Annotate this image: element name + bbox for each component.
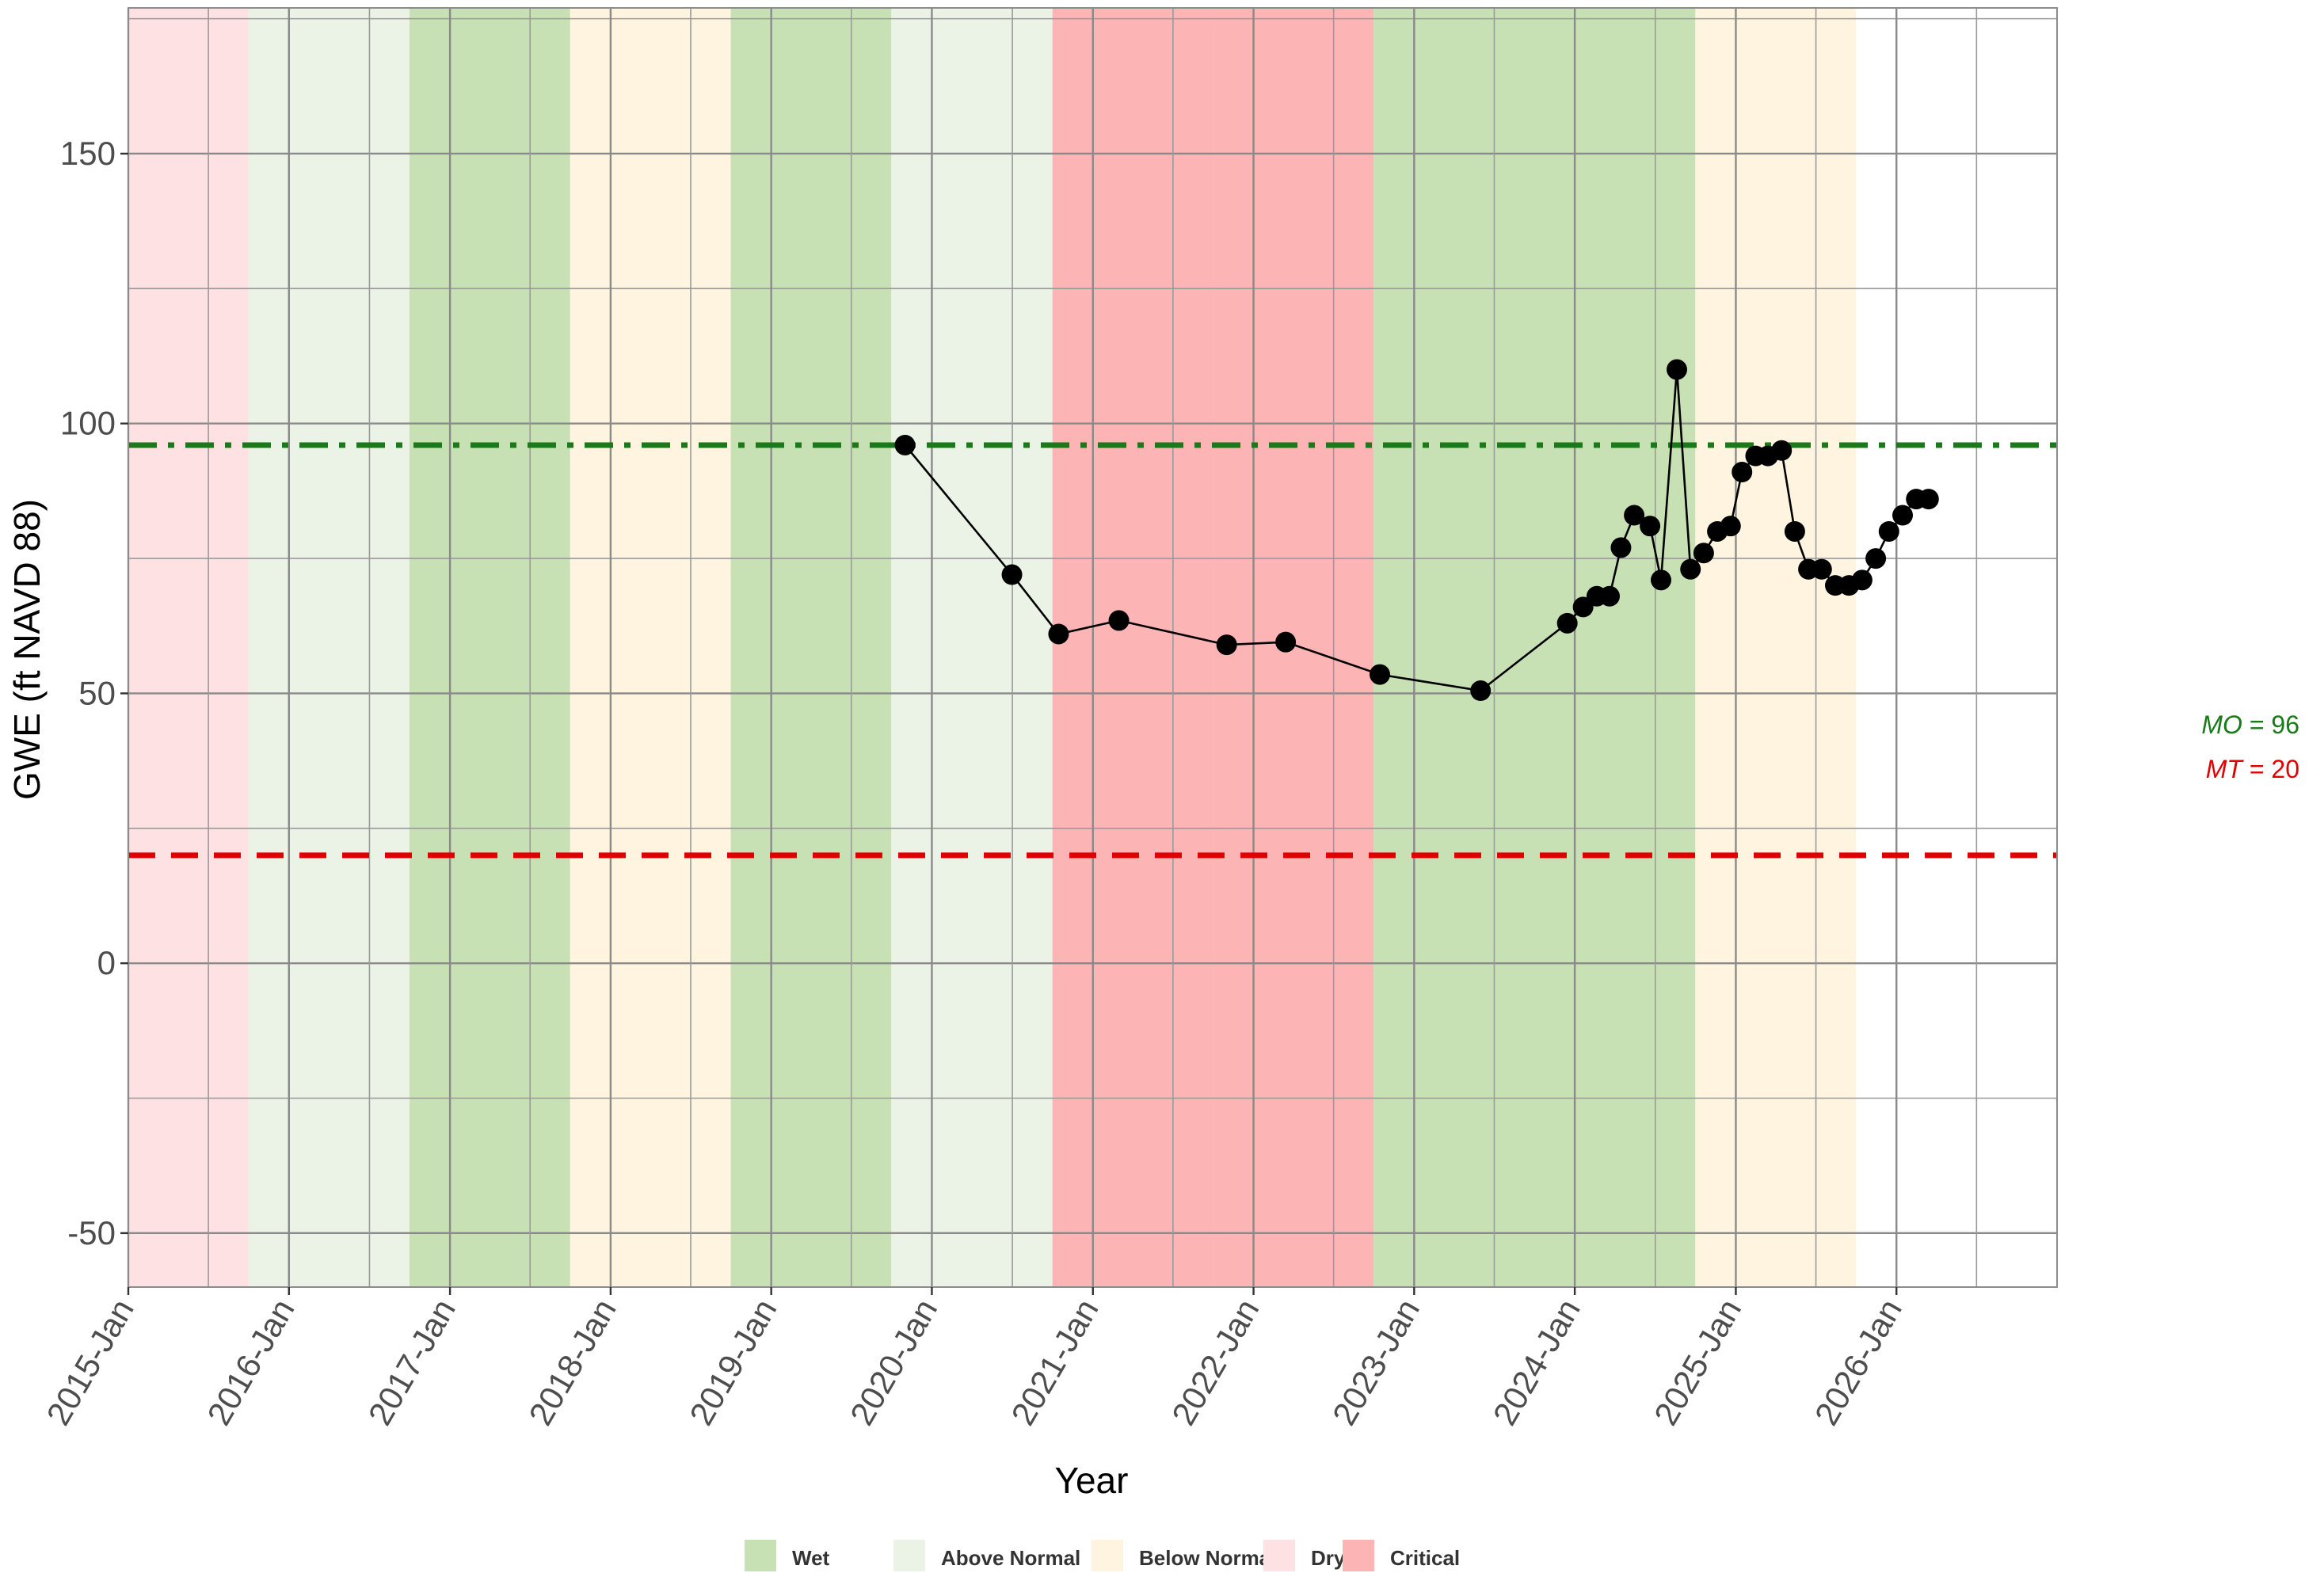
band-above-normal: [891, 8, 1053, 1287]
band-wet: [1373, 8, 1534, 1287]
legend-label: Critical: [1390, 1546, 1460, 1570]
data-point: [1865, 548, 1887, 569]
data-point: [1624, 505, 1645, 526]
data-point: [1108, 610, 1130, 631]
data-point: [1720, 516, 1741, 537]
legend-swatch: [893, 1540, 925, 1571]
mt-value: 20: [2271, 755, 2299, 783]
x-tick-label: 2025-Jan: [1647, 1293, 1748, 1431]
legend-item-wet: Wet: [745, 1540, 830, 1571]
x-tick-label: 2018-Jan: [521, 1293, 623, 1431]
data-point: [894, 434, 916, 455]
data-point: [1667, 359, 1687, 380]
data-point: [1470, 680, 1492, 702]
x-axis-ticks: 2015-Jan 2016-Jan 2017-Jan 2018-Jan 2019-Jan…: [40, 1287, 1909, 1431]
band-dry: [128, 8, 249, 1287]
x-tick-label: 2020-Jan: [843, 1293, 944, 1431]
data-point: [1811, 558, 1832, 580]
x-tick-label: 2021-Jan: [1004, 1293, 1105, 1431]
y-tick-label: 50: [78, 674, 116, 711]
legend: Wet Above Normal Below Normal Dry Critical: [745, 1540, 1460, 1571]
x-tick-label: 2026-Jan: [1808, 1293, 1909, 1431]
band-above-normal: [248, 8, 410, 1287]
data-point: [1048, 623, 1069, 645]
data-point: [1918, 489, 1939, 510]
mo-equals: =: [2242, 710, 2271, 739]
band-wet: [410, 8, 570, 1287]
legend-label: Dry: [1311, 1546, 1346, 1570]
x-tick-label: 2024-Jan: [1486, 1293, 1587, 1431]
data-point: [1851, 569, 1873, 591]
mo-name: MO: [2201, 710, 2242, 739]
mo-label: MO = 96: [2201, 710, 2299, 739]
data-point: [1370, 664, 1390, 685]
data-point: [1610, 537, 1632, 558]
legend-swatch: [745, 1540, 776, 1571]
data-point: [1640, 516, 1661, 537]
legend-label: Below Normal: [1139, 1546, 1276, 1570]
data-series: [894, 359, 1939, 702]
x-tick-label: 2022-Jan: [1164, 1293, 1266, 1431]
legend-item-below-normal: Below Normal: [1092, 1540, 1276, 1571]
y-tick-label: 0: [97, 944, 116, 981]
data-point: [1771, 440, 1793, 461]
data-point: [1001, 564, 1023, 585]
y-tick-label: 100: [60, 405, 116, 442]
data-point: [1878, 520, 1899, 542]
data-point: [1693, 543, 1714, 564]
legend-item-above-normal: Above Normal: [893, 1540, 1080, 1571]
legend-swatch: [1343, 1540, 1374, 1571]
legend-item-dry: Dry: [1263, 1540, 1346, 1571]
band-wet: [730, 8, 892, 1287]
x-tick-label: 2017-Jan: [361, 1293, 463, 1431]
y-tick-label: -50: [67, 1214, 116, 1251]
y-axis-title: GWE (ft NAVD 88): [6, 499, 48, 800]
x-tick-label: 2023-Jan: [1325, 1293, 1427, 1431]
mt-label: MT = 20: [2206, 755, 2299, 783]
y-tick-label: 150: [60, 135, 116, 172]
data-point: [1556, 612, 1578, 634]
data-point: [1680, 558, 1701, 580]
legend-swatch: [1092, 1540, 1123, 1571]
mt-equals: =: [2242, 755, 2271, 783]
legend-swatch: [1263, 1540, 1295, 1571]
band-critical: [1052, 8, 1213, 1287]
x-axis-title: Year: [1055, 1460, 1129, 1501]
data-point: [1651, 569, 1671, 591]
data-point: [1892, 505, 1913, 526]
legend-item-critical: Critical: [1343, 1540, 1460, 1571]
data-point: [1599, 585, 1620, 607]
band-wet: [1534, 8, 1696, 1287]
x-tick-label: 2016-Jan: [200, 1293, 301, 1431]
data-point: [1732, 462, 1753, 483]
x-tick-label: 2019-Jan: [682, 1293, 783, 1431]
band-below-normal: [570, 8, 731, 1287]
data-point: [1275, 631, 1297, 653]
data-point: [1784, 520, 1805, 542]
mt-name: MT: [2206, 755, 2245, 783]
band-below-normal: [1695, 8, 1857, 1287]
y-axis-ticks: -50 0 50 100 150: [60, 135, 128, 1251]
legend-label: Wet: [792, 1546, 830, 1570]
x-tick-label: 2015-Jan: [40, 1293, 141, 1431]
reference-lines: [128, 442, 2057, 859]
legend-label: Above Normal: [941, 1546, 1080, 1570]
mo-value: 96: [2271, 710, 2299, 739]
data-point: [1216, 634, 1237, 656]
